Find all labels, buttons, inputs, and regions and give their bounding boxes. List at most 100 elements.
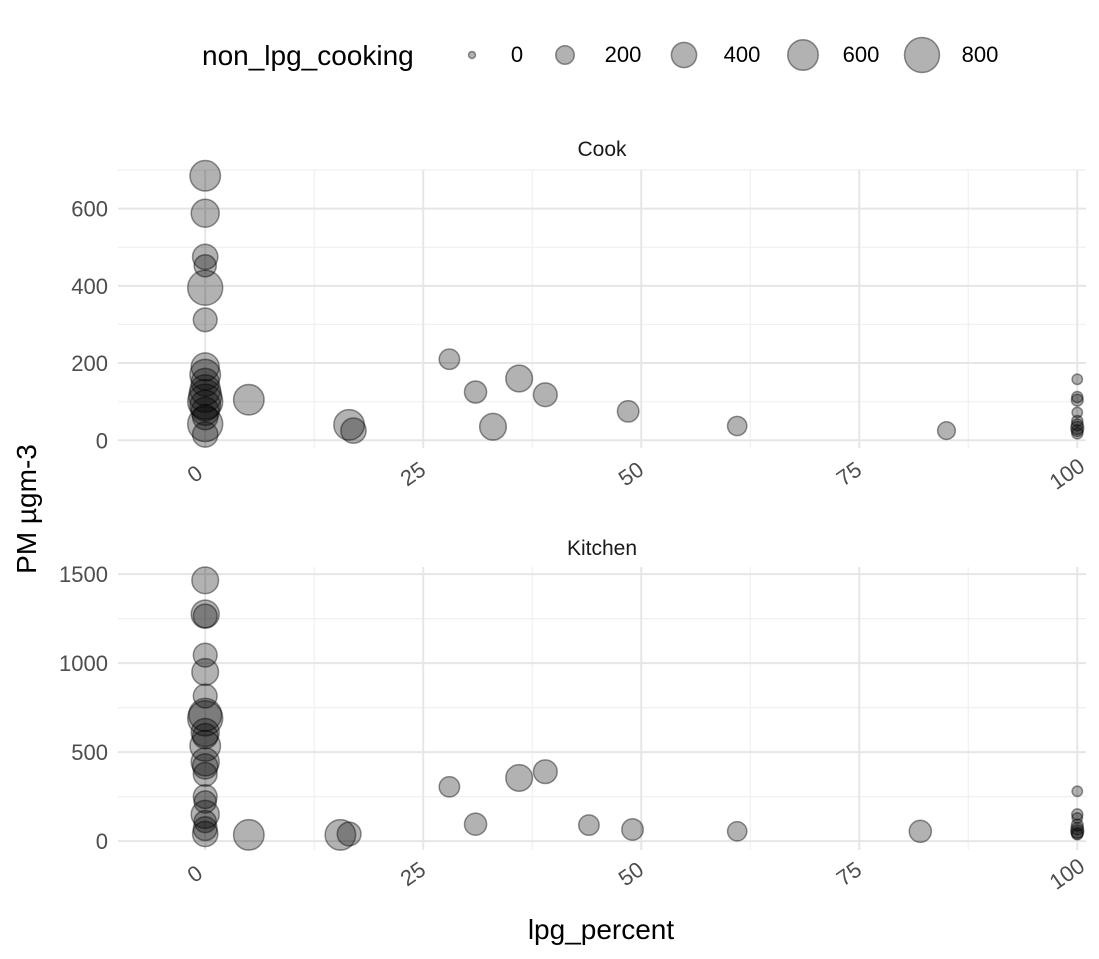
y-tick-label: 400 (71, 274, 108, 299)
size-legend: non_lpg_cooking 0 200 400 600 800 (202, 36, 999, 74)
data-point (192, 307, 218, 333)
data-point (726, 820, 748, 842)
y-axis-title: PM µgm-3 (11, 444, 42, 574)
data-point (191, 403, 219, 431)
data-point (333, 408, 366, 441)
data-point (192, 816, 218, 842)
data-point (908, 819, 933, 844)
data-point (189, 159, 222, 192)
data-point (438, 775, 461, 798)
legend-title: non_lpg_cooking (202, 40, 414, 71)
data-point (191, 752, 219, 780)
data-point (505, 763, 534, 792)
data-point (232, 383, 265, 416)
strip-label: Cook (577, 138, 627, 161)
data-point (193, 790, 218, 814)
points (186, 159, 1085, 448)
y-tick-label: 0 (96, 829, 108, 854)
data-point (324, 818, 357, 851)
data-point (1070, 414, 1084, 428)
data-point (191, 566, 220, 595)
data-point (1070, 420, 1085, 436)
x-tick-label: 100 (1045, 853, 1089, 895)
data-point (190, 717, 220, 748)
data-point (532, 382, 558, 408)
data-point (1070, 424, 1084, 438)
x-tick-label: 75 (832, 857, 866, 892)
data-point (190, 599, 220, 629)
legend-key-600 (786, 38, 820, 72)
data-point (188, 378, 223, 414)
data-point (1071, 406, 1084, 419)
data-point (1070, 427, 1084, 440)
data-point (190, 367, 220, 398)
y-tick-label: 0 (96, 428, 108, 453)
legend-label-800: 800 (962, 42, 999, 67)
data-point (1070, 818, 1084, 832)
gridlines (118, 567, 1086, 850)
data-point (340, 417, 367, 444)
gridlines (118, 169, 1086, 448)
data-point (190, 198, 220, 228)
data-point (188, 697, 223, 732)
data-point (532, 759, 558, 785)
data-point (463, 812, 488, 837)
data-point (1070, 828, 1084, 841)
data-point (192, 761, 218, 787)
data-point (1070, 821, 1085, 836)
data-point (616, 399, 640, 423)
data-point (191, 421, 219, 448)
data-point (189, 374, 222, 407)
data-point (191, 243, 219, 271)
legend-label-0: 0 (511, 42, 523, 67)
data-point (1070, 808, 1084, 821)
data-point (191, 657, 220, 687)
data-point (192, 603, 218, 629)
data-point (192, 642, 218, 668)
data-point (190, 747, 220, 777)
data-point (1071, 812, 1084, 824)
data-point (193, 253, 218, 278)
data-point (189, 389, 222, 422)
data-point (191, 722, 219, 750)
x-tick-label: 25 (396, 857, 430, 892)
legend-label-400: 400 (724, 42, 761, 67)
legend-key-800 (903, 36, 941, 74)
data-point (193, 809, 218, 834)
data-point (1071, 785, 1084, 798)
x-tick-label: 25 (396, 457, 430, 492)
data-point (621, 818, 645, 842)
x-tick-label: 75 (832, 457, 866, 492)
strip-label: Kitchen (567, 537, 637, 560)
x-tick-label: 100 (1045, 453, 1089, 495)
data-point (190, 396, 220, 427)
data-point (186, 700, 224, 737)
data-point (1070, 393, 1084, 407)
data-point (505, 364, 534, 393)
points (186, 566, 1085, 851)
data-point (336, 821, 362, 847)
data-point (1070, 824, 1085, 839)
data-point (186, 383, 224, 420)
data-point (186, 269, 224, 307)
x-axis-title: lpg_percent (528, 914, 675, 945)
data-point (1070, 390, 1084, 404)
legend-key-0 (467, 50, 477, 60)
legend-label-600: 600 (843, 42, 880, 67)
data-point (726, 415, 748, 437)
data-point (189, 358, 222, 391)
data-point (1071, 373, 1084, 386)
data-point (186, 405, 224, 443)
y-tick-label: 200 (71, 351, 108, 376)
y-tick-label: 1000 (59, 651, 108, 676)
data-point (577, 814, 600, 837)
y-tick-label: 1500 (59, 562, 108, 587)
data-point (478, 412, 508, 441)
legend-key-200 (554, 44, 576, 66)
x-tick-label: 50 (614, 457, 648, 492)
data-point (232, 818, 265, 851)
data-point (1070, 826, 1084, 840)
data-point (189, 729, 222, 762)
